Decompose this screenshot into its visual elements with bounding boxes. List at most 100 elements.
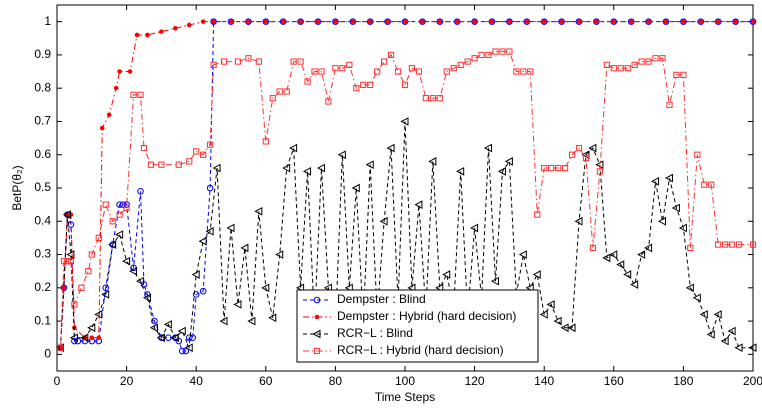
marker xyxy=(443,68,450,75)
marker xyxy=(610,65,617,72)
legend-marker xyxy=(312,329,321,339)
marker xyxy=(402,19,408,24)
marker xyxy=(628,19,634,24)
x-tick-label: 140 xyxy=(534,374,554,388)
marker xyxy=(175,161,182,168)
marker xyxy=(115,230,124,239)
x-tick-label: 160 xyxy=(604,374,624,388)
marker xyxy=(384,18,391,25)
marker xyxy=(518,250,527,259)
marker xyxy=(119,201,127,208)
marker xyxy=(192,291,200,298)
marker xyxy=(316,163,325,173)
marker xyxy=(262,18,270,25)
marker xyxy=(199,287,207,295)
marker xyxy=(470,223,479,233)
marker xyxy=(142,293,151,303)
marker xyxy=(234,58,242,65)
marker xyxy=(247,316,256,326)
marker xyxy=(268,313,277,323)
marker xyxy=(87,323,96,333)
marker xyxy=(367,19,373,24)
marker xyxy=(297,58,304,65)
marker xyxy=(576,19,582,24)
marker xyxy=(735,241,743,248)
marker xyxy=(596,168,603,175)
marker xyxy=(422,95,429,102)
marker xyxy=(117,69,122,74)
legend-label: RCR−L : Hybrid (hard decision) xyxy=(337,343,504,357)
marker xyxy=(145,32,150,38)
marker xyxy=(701,181,708,188)
marker xyxy=(617,65,624,72)
marker xyxy=(69,333,78,343)
marker xyxy=(532,270,541,279)
marker xyxy=(734,343,743,353)
x-tick-label: 120 xyxy=(465,374,485,388)
marker xyxy=(595,160,604,170)
marker xyxy=(386,143,395,153)
y-tick-label: 0.6 xyxy=(34,147,51,161)
marker xyxy=(275,250,284,259)
y-tick-label: 0.1 xyxy=(34,313,51,327)
x-tick-label: 20 xyxy=(120,374,134,388)
marker xyxy=(582,154,590,162)
y-tick-label: 0.5 xyxy=(34,180,51,194)
marker xyxy=(485,51,492,59)
marker xyxy=(729,241,736,248)
marker xyxy=(630,280,639,289)
series-line xyxy=(59,51,753,348)
marker xyxy=(575,144,583,152)
marker xyxy=(339,65,346,72)
marker xyxy=(193,148,200,155)
marker xyxy=(657,216,667,226)
marker xyxy=(645,58,652,65)
marker xyxy=(137,188,144,195)
marker xyxy=(261,283,270,293)
marker xyxy=(733,19,738,24)
marker xyxy=(499,48,506,55)
marker xyxy=(646,19,651,24)
marker xyxy=(436,95,443,102)
marker xyxy=(478,51,485,59)
marker xyxy=(245,55,252,62)
marker xyxy=(219,316,228,326)
marker xyxy=(80,333,89,343)
marker xyxy=(520,68,527,75)
marker xyxy=(113,85,119,91)
marker xyxy=(304,78,311,85)
legend-label: RCR−L : Blind xyxy=(337,326,413,340)
marker xyxy=(624,65,631,72)
marker xyxy=(130,91,137,98)
marker xyxy=(385,19,390,24)
marker xyxy=(337,150,346,160)
x-tick-label: 180 xyxy=(673,374,693,388)
marker xyxy=(96,335,102,341)
marker xyxy=(687,244,694,251)
marker xyxy=(750,19,756,24)
marker xyxy=(315,19,321,24)
y-tick-label: 0.9 xyxy=(34,47,51,61)
marker xyxy=(602,253,611,263)
marker xyxy=(553,316,562,326)
marker xyxy=(200,19,206,24)
marker xyxy=(276,88,283,95)
marker xyxy=(262,138,269,145)
legend-marker xyxy=(314,314,320,320)
marker xyxy=(170,333,179,343)
marker xyxy=(191,270,200,279)
marker xyxy=(671,203,680,213)
marker xyxy=(108,240,117,249)
marker xyxy=(318,68,325,75)
marker xyxy=(255,58,262,65)
marker xyxy=(651,177,660,186)
marker xyxy=(333,19,338,24)
marker xyxy=(680,71,687,78)
y-tick-label: 0.8 xyxy=(34,80,51,94)
marker xyxy=(254,206,263,216)
marker xyxy=(581,150,590,160)
marker xyxy=(663,19,669,24)
marker xyxy=(365,160,374,170)
marker xyxy=(95,234,102,242)
x-tick-label: 60 xyxy=(259,374,273,388)
